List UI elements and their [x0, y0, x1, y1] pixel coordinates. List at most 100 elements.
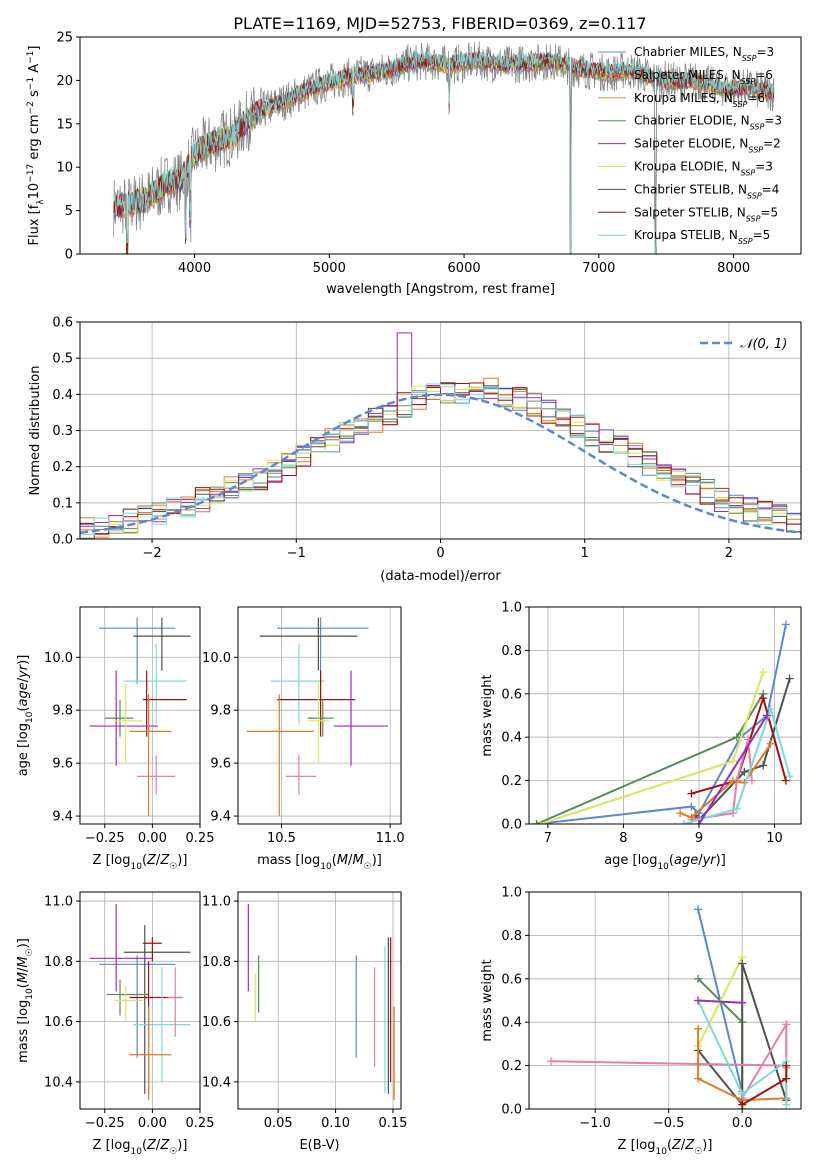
weight-marker — [532, 820, 541, 824]
errorbar-point-0 — [99, 617, 176, 684]
legend-entry-5: Kroupa ELODIE, NSSP=3 — [634, 160, 773, 178]
xtick-label: 9 — [695, 831, 703, 846]
label-part: erg cm — [27, 114, 42, 163]
weight-marker — [763, 711, 771, 720]
legend-suffix: =2 — [763, 137, 781, 151]
label-part: yr — [702, 853, 718, 868]
weight-marker — [729, 757, 737, 766]
weight-line-2 — [697, 956, 744, 1109]
label-part: M — [16, 956, 31, 967]
label-part: )] — [716, 853, 726, 868]
ytick-label: 10.6 — [202, 1015, 231, 1030]
weight-marker — [694, 1074, 703, 1083]
xtick-label: 0.00 — [138, 1116, 167, 1131]
xtick-label: 1 — [581, 546, 589, 561]
xtick-label: 8000 — [717, 261, 750, 276]
errorbar-point-5 — [333, 670, 388, 766]
label-part: / — [16, 967, 31, 972]
label-part: ☉ — [25, 948, 35, 956]
legend-entry-4: Salpeter ELODIE, NSSP=2 — [634, 137, 781, 155]
label-part: Z — [684, 1138, 695, 1153]
legend-suffix: =6 — [747, 91, 765, 105]
label-part: M — [16, 972, 31, 983]
ytick-label: 10.8 — [202, 955, 231, 970]
weight-marker — [759, 761, 768, 770]
xtick-label: 0.25 — [186, 831, 215, 846]
legend-label: Kroupa STELIB, N — [634, 228, 738, 242]
x-axis-label: Z [log10(Z/Z☉)] — [93, 1138, 188, 1157]
ytick-label: 0.8 — [501, 929, 522, 944]
weight-marker — [766, 739, 775, 748]
ytick-label: 0.1 — [52, 496, 73, 511]
label-part: ( — [667, 1138, 672, 1153]
weight-marker — [687, 813, 696, 822]
errorbar-point-5 — [114, 985, 143, 1022]
label-part: 10 — [25, 711, 35, 723]
ytick-label: 0.4 — [501, 1016, 522, 1031]
label-part: age — [16, 682, 31, 706]
xtick-label: −1.0 — [579, 1116, 611, 1131]
label-part: Z — [671, 1138, 682, 1153]
plot-area-age-vs-Z — [89, 617, 191, 817]
weight-line-4 — [551, 1020, 788, 1099]
weight-marker — [785, 674, 794, 683]
errorbar-point-6 — [114, 683, 143, 764]
xtick-label: 0.25 — [186, 1116, 215, 1131]
label-part: ( — [142, 1138, 147, 1153]
errorbar-point-7 — [129, 694, 172, 817]
weight-marker — [729, 776, 737, 785]
legend-suffix: =3 — [755, 160, 773, 174]
legend-label: Salpeter STELIB, N — [634, 205, 746, 219]
weight-marker — [782, 1100, 791, 1109]
ytick-label: 0.0 — [501, 1103, 522, 1118]
legend-suffix: =3 — [764, 114, 782, 128]
label-part: −17 — [26, 164, 36, 183]
label-part: age [log — [16, 723, 31, 776]
axes-frame — [79, 36, 802, 255]
ytick-label: 9.6 — [210, 757, 231, 772]
x-axis-label: Z [log10(Z/Z☉)] — [618, 1138, 713, 1157]
ytick-label: 0.4 — [52, 388, 73, 403]
errorbar-point-3 — [142, 937, 162, 962]
ticks-residuals: −2 −1 0 1 2 0.0 0.1 0.2 0.3 0.4 0.5 0.6 — [52, 316, 733, 562]
histogram-series-6 — [80, 382, 801, 535]
label-part: 10 — [130, 1147, 142, 1157]
weight-marker — [679, 820, 688, 824]
weight-marker — [782, 1061, 791, 1070]
label-part: ( — [332, 853, 337, 868]
ytick-label: 0.0 — [501, 818, 522, 833]
label-part: Z [log — [618, 1138, 656, 1153]
plot-area-mass-weight-vs-age — [532, 620, 794, 824]
label-part: / — [681, 1138, 686, 1153]
errorbar-point-5 — [89, 670, 159, 766]
label-part: A — [27, 64, 42, 77]
ytick-label: 9.8 — [52, 704, 73, 719]
legend-label: Chabrier ELODIE, N — [634, 114, 750, 128]
xtick-label: 0 — [436, 546, 444, 561]
ytick-label: 1.0 — [501, 601, 522, 616]
model-line-series-8 — [113, 50, 775, 254]
weight-line-5 — [691, 739, 753, 821]
errorbar-point-7 — [246, 694, 315, 817]
label-part: ( — [142, 853, 147, 868]
weight-marker — [759, 694, 768, 703]
x-axis-label: mass [log10(M/M☉)] — [257, 853, 382, 872]
ytick-label: 1.0 — [501, 886, 522, 901]
panel-age-vs-Z: −0.25 0.00 0.259.49.69.810.0Z [log10(Z/Z☉)… — [16, 606, 215, 872]
xtick-label: 11.0 — [376, 831, 405, 846]
legend-entry-2: Kroupa MILES, NSSP=6 — [634, 91, 765, 109]
ytick-label: 0.0 — [52, 533, 73, 548]
ticks-mass-weight-vs-age: 7 8 9 10 0.0 0.2 0.4 0.6 0.8 1.0 — [501, 601, 783, 847]
weight-marker — [781, 620, 790, 629]
label-part: ( — [16, 707, 31, 712]
ytick-label: 0.3 — [52, 424, 73, 439]
errorbar-point-0 — [277, 617, 369, 684]
ytick-label: 11.0 — [44, 895, 73, 910]
errorbar-point-2 — [89, 904, 153, 992]
axes-frame — [79, 891, 201, 1110]
ytick-label: 0.5 — [52, 352, 73, 367]
label-part: Z — [146, 1138, 157, 1153]
label-part: age [log — [604, 853, 657, 868]
